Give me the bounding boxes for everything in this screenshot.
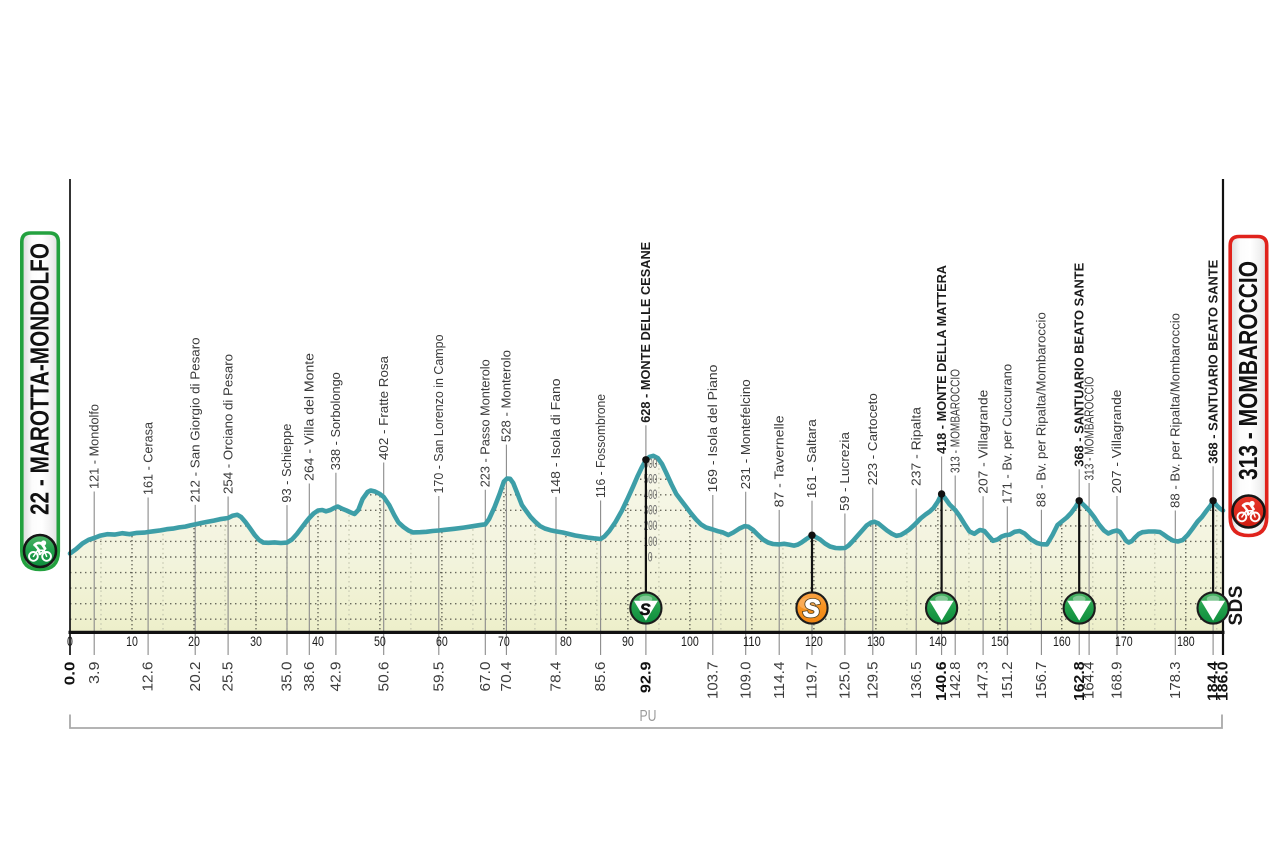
svg-text:178.3: 178.3	[1167, 662, 1184, 700]
svg-text:30: 30	[250, 633, 262, 649]
svg-text:103.7: 103.7	[704, 662, 721, 700]
svg-text:313 - MOMBAROCCIO: 313 - MOMBAROCCIO	[1081, 377, 1096, 481]
svg-text:PU: PU	[640, 708, 657, 725]
svg-text:10: 10	[126, 633, 138, 649]
svg-text:171 - Bv. per Cuccurano: 171 - Bv. per Cuccurano	[1000, 364, 1015, 504]
svg-text:368 - SANTUARIO BEATO SANTE: 368 - SANTUARIO BEATO SANTE	[1071, 262, 1086, 466]
svg-text:161 - Cerasa: 161 - Cerasa	[140, 421, 155, 495]
svg-text:59 - Lucrezia: 59 - Lucrezia	[837, 431, 852, 511]
svg-text:40: 40	[312, 633, 324, 649]
svg-text:0: 0	[648, 549, 653, 564]
svg-text:121 - Mondolfo: 121 - Mondolfo	[86, 404, 101, 489]
svg-text:180: 180	[1177, 633, 1195, 649]
svg-text:368 - SANTUARIO BEATO SANTE: 368 - SANTUARIO BEATO SANTE	[1205, 259, 1220, 463]
svg-text:162.8: 162.8	[1071, 662, 1088, 702]
svg-text:140.6: 140.6	[933, 662, 950, 702]
svg-text:50.6: 50.6	[375, 662, 392, 692]
svg-text:35.0: 35.0	[279, 662, 296, 692]
svg-text:109.0: 109.0	[737, 662, 754, 700]
svg-text:20: 20	[188, 633, 200, 649]
svg-text:110: 110	[743, 633, 761, 649]
svg-text:168.9: 168.9	[1109, 662, 1126, 700]
svg-text:170: 170	[1115, 633, 1133, 649]
svg-text:92.9: 92.9	[638, 662, 655, 694]
svg-text:207 - Villagrande: 207 - Villagrande	[975, 390, 990, 494]
svg-text:0: 0	[67, 633, 73, 649]
svg-text:60: 60	[436, 633, 448, 649]
svg-text:119.7: 119.7	[804, 662, 821, 700]
svg-text:100: 100	[644, 534, 658, 549]
svg-text:169 - Isola del Piano: 169 - Isola del Piano	[705, 365, 720, 493]
svg-text:161 - Saltara: 161 - Saltara	[804, 418, 819, 498]
svg-text:12.6: 12.6	[140, 662, 157, 692]
svg-text:50: 50	[374, 633, 386, 649]
svg-text:S: S	[803, 595, 820, 623]
svg-text:22 - MAROTTA-MONDOLFO: 22 - MAROTTA-MONDOLFO	[27, 243, 55, 515]
svg-text:313 - MOMBAROCCIO: 313 - MOMBAROCCIO	[947, 369, 962, 473]
svg-text:90: 90	[622, 633, 634, 649]
svg-text:42.9: 42.9	[328, 662, 345, 692]
svg-text:223 - Passo Monterolo: 223 - Passo Monterolo	[478, 359, 493, 487]
svg-text:264 - Villa del Monte: 264 - Villa del Monte	[302, 353, 317, 481]
svg-text:338 - Sorbolongo: 338 - Sorbolongo	[328, 372, 343, 470]
svg-text:500: 500	[644, 472, 658, 487]
svg-text:147.3: 147.3	[975, 661, 992, 699]
svg-text:3.9: 3.9	[86, 662, 103, 685]
svg-text:231 - Montefelcino: 231 - Montefelcino	[738, 379, 753, 489]
svg-text:100: 100	[681, 633, 699, 649]
svg-text:184.4: 184.4	[1205, 661, 1222, 701]
svg-text:67.0: 67.0	[477, 662, 494, 692]
svg-text:25.5: 25.5	[220, 662, 237, 692]
svg-text:88 - Bv. per Ripalta/Mombarocc: 88 - Bv. per Ripalta/Mombaroccio	[1034, 312, 1049, 507]
svg-text:313 - MOMBAROCCIO: 313 - MOMBAROCCIO	[1235, 261, 1263, 480]
svg-text:300: 300	[644, 503, 658, 518]
svg-text:116 - Fossombrone: 116 - Fossombrone	[593, 394, 608, 498]
svg-text:418 - MONTE DELLA MATTERA: 418 - MONTE DELLA MATTERA	[934, 264, 949, 454]
svg-text:136.5: 136.5	[908, 662, 925, 700]
svg-text:156.7: 156.7	[1033, 662, 1050, 700]
svg-text:207 - Villagrande: 207 - Villagrande	[1109, 390, 1124, 494]
svg-text:78.4: 78.4	[548, 662, 565, 692]
svg-text:254 - Orciano di Pesaro: 254 - Orciano di Pesaro	[220, 354, 235, 494]
svg-text:59.5: 59.5	[430, 662, 447, 692]
svg-text:125.0: 125.0	[837, 662, 854, 700]
svg-text:150: 150	[991, 633, 1009, 649]
svg-text:129.5: 129.5	[864, 662, 881, 700]
svg-text:151.2: 151.2	[999, 662, 1016, 700]
svg-text:148 - Isola di Fano: 148 - Isola di Fano	[548, 378, 563, 494]
svg-text:S: S	[803, 595, 820, 623]
svg-text:164.4: 164.4	[1081, 662, 1098, 700]
svg-text:528 - Monterolo: 528 - Monterolo	[499, 350, 514, 442]
svg-text:628 - MONTE DELLE CESANE: 628 - MONTE DELLE CESANE	[638, 241, 653, 422]
svg-text:93 - Schieppe: 93 - Schieppe	[279, 424, 294, 503]
svg-text:160: 160	[1053, 633, 1071, 649]
svg-text:114.4: 114.4	[771, 662, 788, 700]
svg-text:38.6: 38.6	[301, 662, 318, 692]
svg-text:237 - Ripalta: 237 - Ripalta	[908, 406, 923, 486]
svg-text:SDS: SDS	[1226, 585, 1247, 625]
svg-text:170 - San Lorenzo in Campo: 170 - San Lorenzo in Campo	[431, 335, 446, 494]
svg-text:70: 70	[498, 633, 510, 649]
svg-text:400: 400	[644, 487, 658, 502]
svg-text:0.0: 0.0	[62, 662, 79, 686]
svg-text:223 - Cartoceto: 223 - Cartoceto	[865, 393, 880, 485]
svg-text:88 - Bv. per Ripalta/Mombarocc: 88 - Bv. per Ripalta/Mombaroccio	[1168, 313, 1183, 508]
svg-text:87 - Tavernelle: 87 - Tavernelle	[771, 415, 786, 507]
svg-text:80: 80	[560, 633, 572, 649]
svg-text:142.8: 142.8	[947, 662, 964, 700]
svg-text:402 - Fratte Rosa: 402 - Fratte Rosa	[376, 355, 391, 460]
svg-text:212 - San Giorgio di Pesaro: 212 - San Giorgio di Pesaro	[187, 337, 202, 502]
svg-text:20.2: 20.2	[187, 662, 204, 692]
svg-text:S: S	[640, 601, 651, 619]
svg-text:120: 120	[805, 633, 823, 649]
svg-text:70.4: 70.4	[498, 662, 515, 692]
svg-text:186.0: 186.0	[1215, 662, 1232, 702]
svg-text:130: 130	[867, 633, 885, 649]
svg-text:200: 200	[644, 518, 658, 533]
svg-text:85.6: 85.6	[592, 662, 609, 692]
svg-text:140: 140	[929, 633, 947, 649]
